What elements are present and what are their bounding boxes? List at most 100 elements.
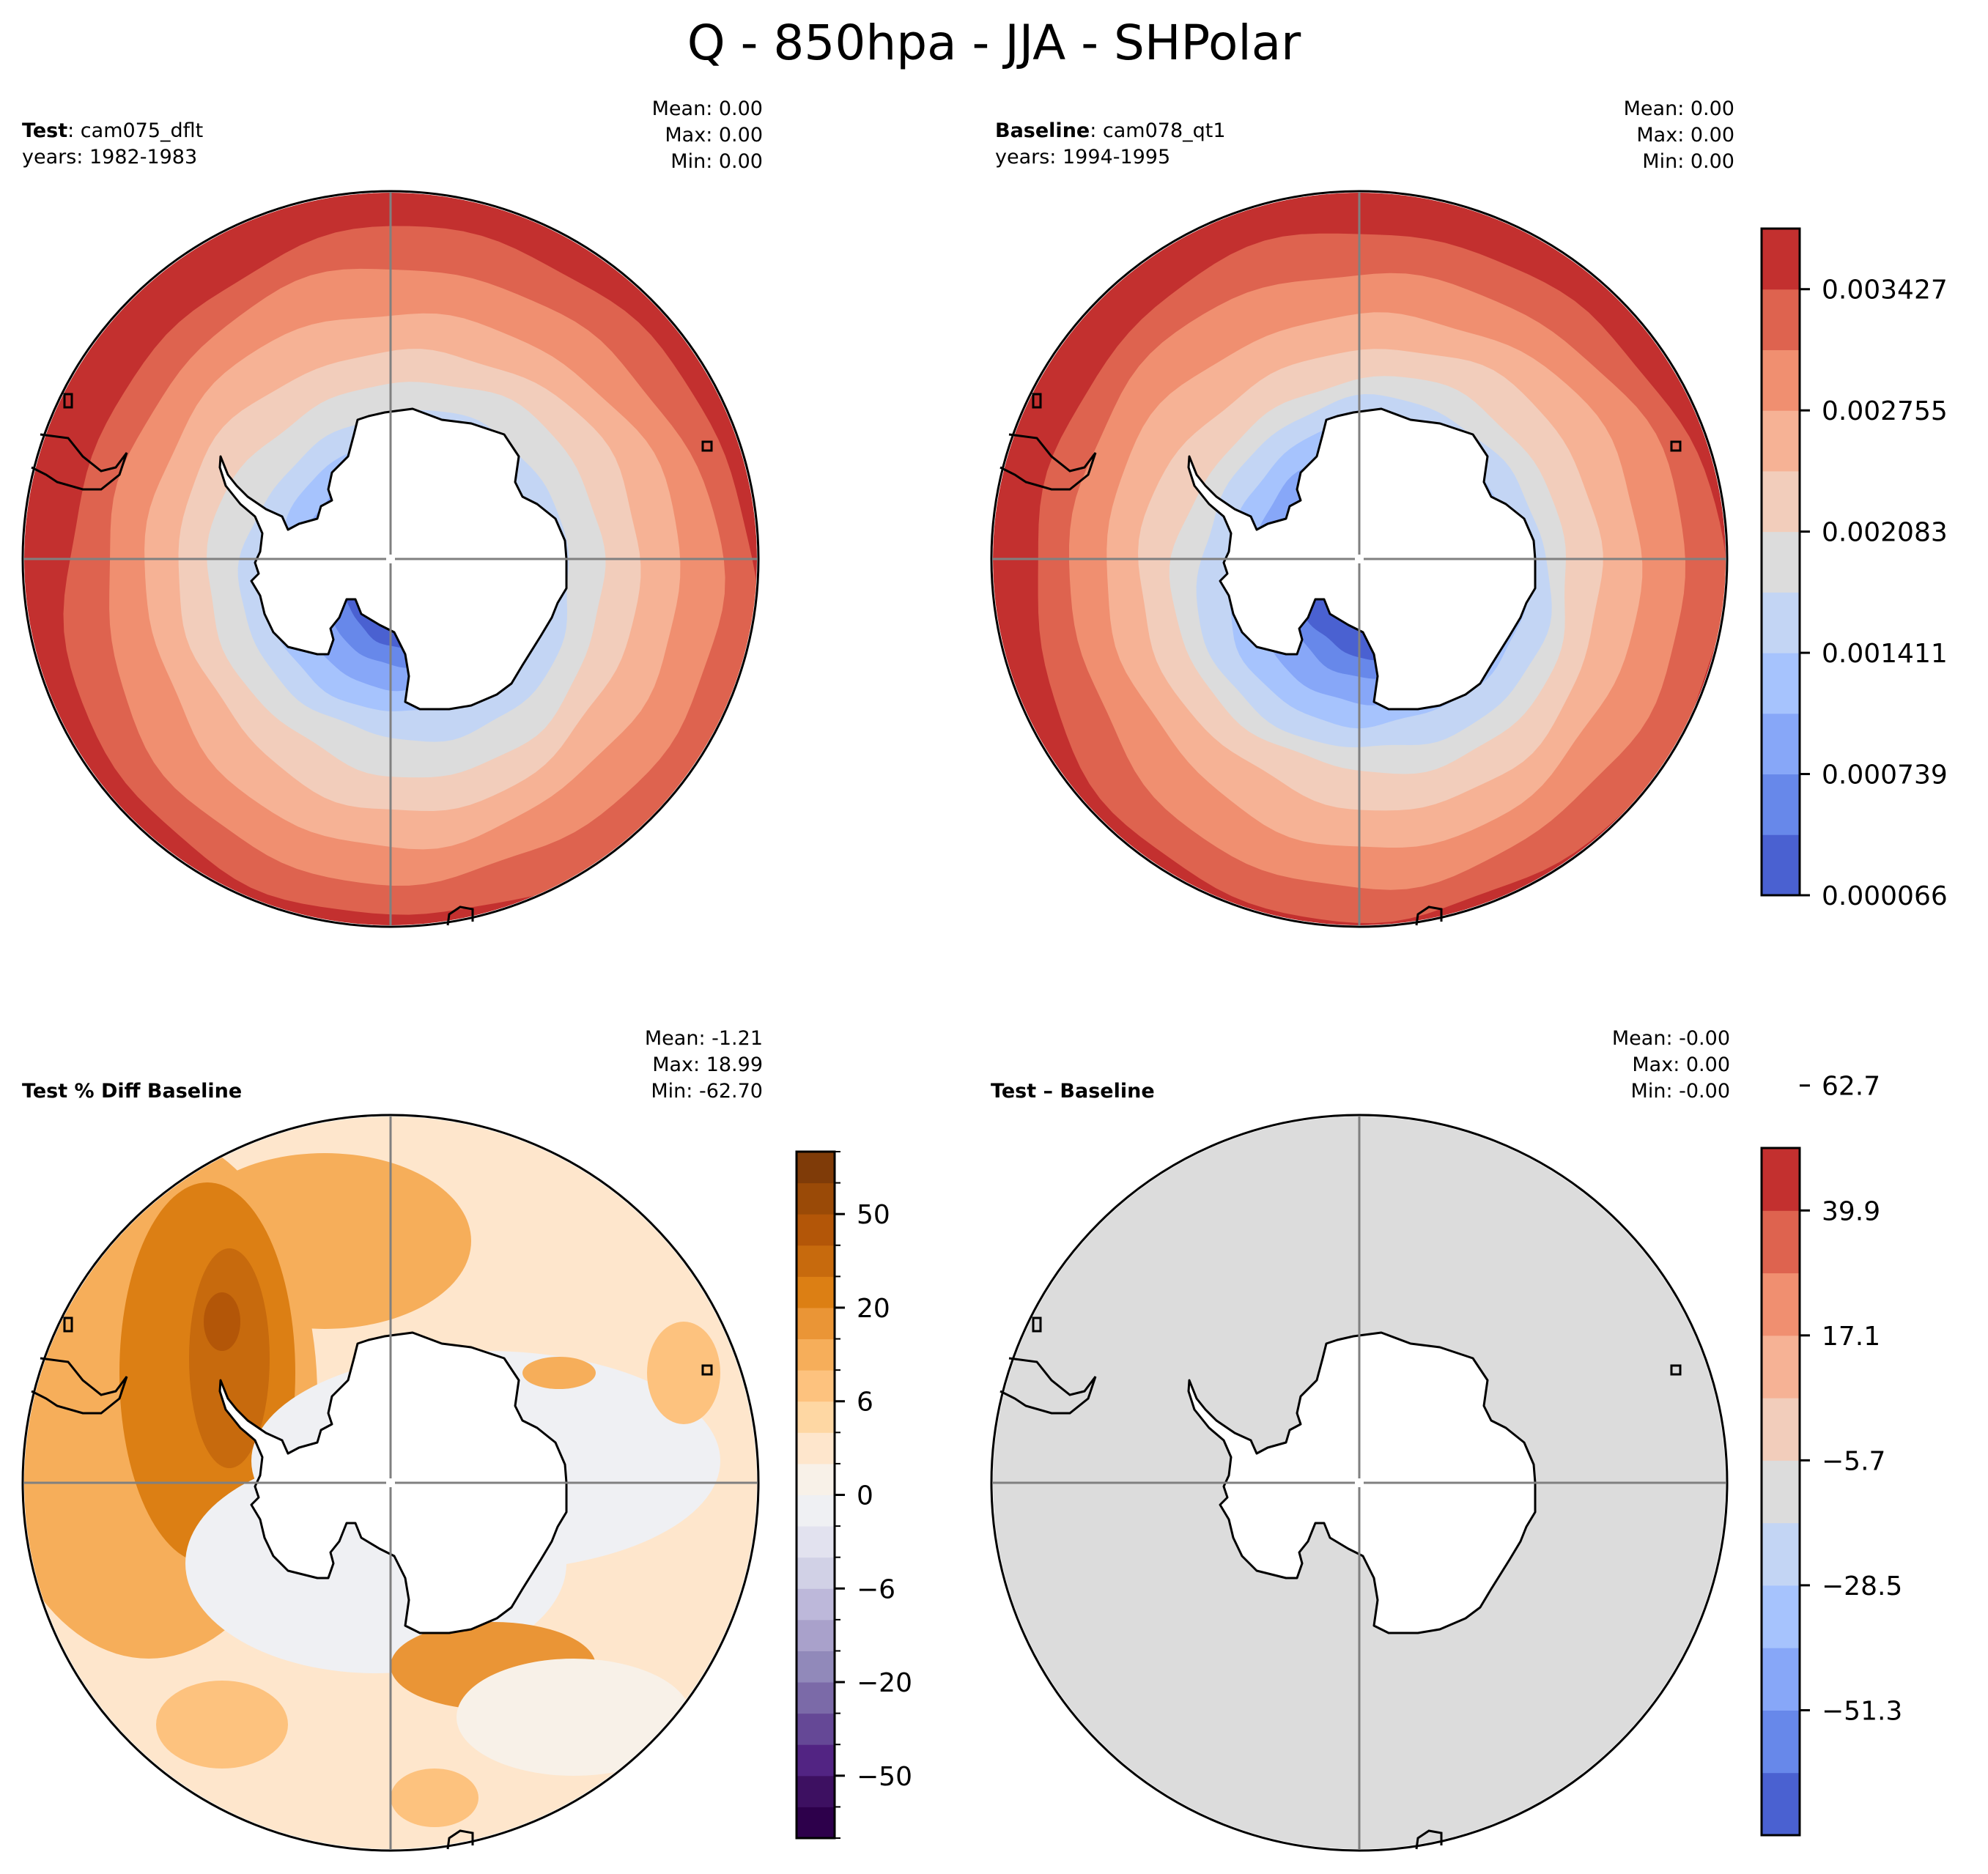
colorbar-tick-label: −50 — [857, 1762, 912, 1792]
colorbar-band — [1762, 1772, 1800, 1836]
colorbar-band — [797, 1807, 835, 1839]
baseline-stats: Mean: 0.00 Max: 0.00 Min: 0.00 — [1441, 96, 1734, 175]
island-coastline — [701, 1364, 713, 1376]
colorbar-band — [797, 1152, 835, 1184]
colorbar-tick-label: 6 — [857, 1388, 873, 1418]
island-coastline — [63, 1316, 73, 1333]
map-boundary — [990, 1114, 1729, 1852]
diff-mean: Mean: -0.00 — [1611, 1027, 1730, 1050]
island-coastline — [1670, 440, 1682, 452]
colorbar-tick-label: −5.7 — [1822, 1446, 1885, 1476]
colorbar-band — [1762, 289, 1800, 350]
antarctica-land — [1189, 1333, 1535, 1633]
coastline — [1187, 407, 1537, 711]
antarctica-land — [220, 409, 566, 709]
island-coastline — [1032, 393, 1042, 409]
colorbar-band — [797, 1526, 835, 1558]
colorbar-band — [797, 1588, 835, 1621]
test-label: Test — [22, 119, 68, 142]
baseline-case: : cam078_qt1 — [1090, 119, 1226, 142]
test-panel-title: Test: cam075_dflt years: 1982-1983 — [22, 118, 203, 171]
test-case: : cam075_dflt — [67, 119, 204, 142]
colorbar-band — [1762, 531, 1800, 593]
map-boundary — [21, 190, 760, 928]
colorbar-band — [797, 1370, 835, 1402]
colorbar-tick-label: −28.5 — [1822, 1571, 1902, 1601]
baseline-max: Max: 0.00 — [1636, 124, 1734, 147]
colorbar-band — [1762, 1648, 1800, 1711]
colorbar-band — [1762, 1460, 1800, 1524]
diff-label: Test – Baseline — [991, 1080, 1155, 1103]
coastline — [1415, 905, 1443, 926]
colorbar-band — [1762, 1398, 1800, 1461]
coastline — [999, 433, 1097, 491]
island-coastline — [63, 393, 73, 409]
colorbar-band — [1762, 592, 1800, 653]
colorbar-band — [797, 1495, 835, 1527]
baseline-label: Baseline — [995, 119, 1090, 142]
island-coastline — [1032, 1316, 1042, 1333]
figure-title: Q - 850hpa - JJA - SHPolar — [687, 15, 1301, 71]
test-map — [24, 193, 757, 925]
test-mean: Mean: 0.00 — [651, 97, 763, 120]
colorbar-band — [797, 1557, 835, 1589]
colorbar-diff: −51.3 −28.5 −5.7 17.1 39.9 62.7 — [1760, 1072, 1902, 1837]
colorbar-band — [797, 1463, 835, 1495]
contour-band — [204, 1292, 240, 1351]
colorbar-band — [1762, 713, 1800, 775]
map-overlays — [21, 190, 1729, 1852]
colorbar-band — [1762, 1710, 1800, 1774]
test-max: Max: 0.00 — [665, 124, 763, 147]
pctdiff-label: Test % Diff Baseline — [22, 1080, 243, 1103]
colorbar-band — [797, 1651, 835, 1683]
diff-panel-title: Test – Baseline — [991, 1078, 1155, 1105]
colorbar-band — [797, 1214, 835, 1246]
contour-band — [391, 1769, 478, 1827]
baseline-years: years: 1994-1995 — [995, 146, 1171, 168]
colorbar-band — [797, 1338, 835, 1371]
colorbar-tick-label: 62.7 — [1822, 1072, 1880, 1102]
diff-map — [993, 1116, 1726, 1849]
colorbar-band — [797, 1182, 835, 1215]
coastline — [218, 1331, 568, 1634]
colorbar-band — [797, 1713, 835, 1745]
colorbar-band — [797, 1245, 835, 1277]
contour-band — [647, 1322, 720, 1424]
baseline-min: Min: 0.00 — [1642, 150, 1734, 173]
colorbar-tick-label: 20 — [857, 1294, 890, 1324]
colorbar-band — [1762, 470, 1800, 533]
diff-min: Min: -0.00 — [1630, 1080, 1730, 1103]
island-coastline — [701, 440, 713, 452]
coastline — [446, 905, 474, 926]
colorbar-band — [1762, 1148, 1800, 1211]
colorbar-frame — [1760, 1147, 1801, 1837]
map-boundary — [990, 190, 1729, 928]
pctdiff-max: Max: 18.99 — [652, 1053, 763, 1076]
diff-max: Max: 0.00 — [1632, 1053, 1730, 1076]
colorbar-tick-label: 0 — [857, 1481, 873, 1511]
colorbar-band — [797, 1619, 835, 1651]
colorbar-tick-label: 0.000739 — [1822, 760, 1948, 790]
colorbar-main: 0.000066 0.000739 0.001411 0.002083 0.002755… — [1760, 227, 1948, 911]
colorbar-band — [797, 1432, 835, 1464]
colorbar-tick-label: 0.003427 — [1822, 275, 1948, 305]
colorbar-tick-label: 0.002083 — [1822, 518, 1948, 548]
test-min: Min: 0.00 — [670, 150, 763, 173]
colorbar-band — [1762, 1585, 1800, 1648]
colorbar-band — [1762, 1335, 1800, 1399]
coastline — [1415, 1829, 1443, 1850]
antarctica-land — [1189, 409, 1535, 709]
colorbar-pct-diff: −50 −20 −6 0 6 20 50 — [795, 1150, 912, 1840]
colorbar-tick-label: 0.001411 — [1822, 639, 1948, 669]
colorbar-tick-label: 17.1 — [1822, 1322, 1880, 1352]
antarctica-land — [220, 1333, 566, 1633]
coastline — [218, 407, 568, 711]
test-years: years: 1982-1983 — [22, 146, 198, 168]
coastline — [999, 1357, 1097, 1415]
map-boundary — [21, 1114, 760, 1852]
colorbar-band — [797, 1775, 835, 1807]
colorbar-frame — [1760, 227, 1801, 897]
colorbar-band — [1762, 1210, 1800, 1274]
baseline-panel-title: Baseline: cam078_qt1 years: 1994-1995 — [995, 118, 1226, 171]
